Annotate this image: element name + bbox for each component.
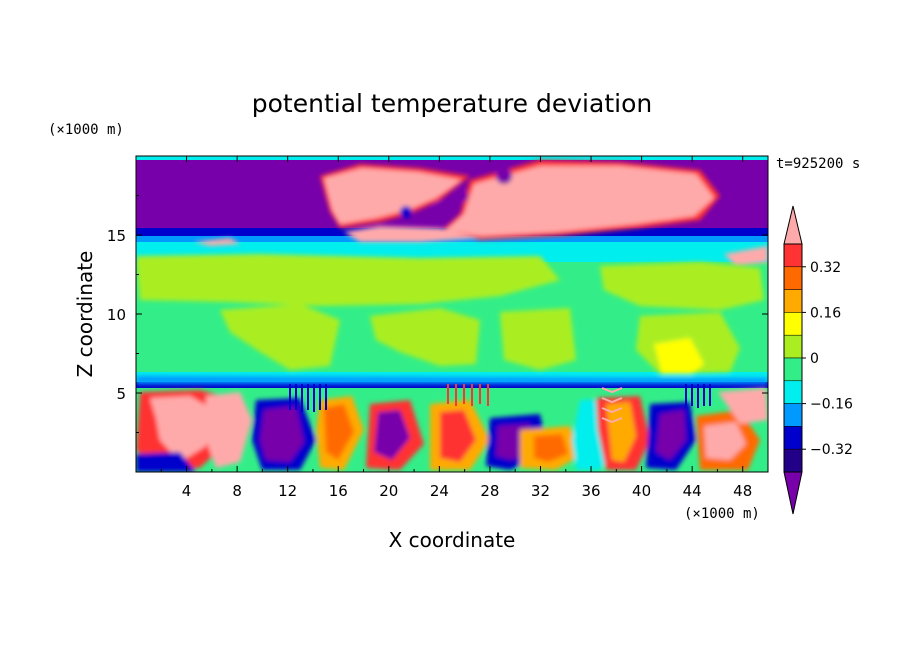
x-tick-label: 48 [733,482,752,500]
x-tick-label: 32 [531,482,550,500]
colorbar: 0.32 0.16 0 −0.16 −0.32 [783,205,853,515]
x-tick-label: 12 [278,482,297,500]
x-tick-label: 36 [581,482,600,500]
colorbar-segment [783,380,803,404]
y-tick-label: 5 [116,385,126,403]
colorbar-top-triangle [783,205,803,245]
x-tick-label: 24 [430,482,449,500]
colorbar-bottom-triangle [783,471,803,515]
x-tick-label: 28 [480,482,499,500]
y-axis-label: Z coordinate [73,251,97,378]
colorbar-label: −0.16 [810,397,853,413]
x-axis-label: X coordinate [389,528,516,552]
upper-anomaly-group [194,160,768,266]
contour-field [136,156,768,472]
x-tick-label: 44 [683,482,702,500]
x-tick-label: 20 [379,482,398,500]
colorbar-segment [783,357,803,382]
colorbar-segment [783,243,803,268]
top-edge-band [136,156,768,160]
x-ticks: 4 8 12 16 20 24 28 32 36 40 44 48 [160,156,752,500]
x-tick-label: 40 [632,482,651,500]
colorbar-segment [783,312,803,336]
time-label: t=925200 s [776,156,860,172]
colorbar-segment [783,266,803,290]
colorbar-label: 0 [810,351,819,367]
wave-texture-group [289,384,711,424]
mid-level-group [136,254,768,384]
colorbar-segment [783,426,803,450]
x-tick-label: 16 [329,482,348,500]
colorbar-segment [783,403,803,427]
x-tick-label: 8 [232,482,242,500]
colorbar-segment [783,289,803,313]
colorbar-label: −0.32 [810,442,853,458]
y-ticks: 5 10 15 [107,195,768,433]
chart-title: potential temperature deviation [252,89,652,118]
y-tick-label: 15 [107,227,126,245]
colorbar-label: 0.32 [810,260,841,276]
colorbar-segment [783,334,803,359]
x-unit-label: (×1000 m) [684,506,760,522]
colorbar-segment [783,448,803,473]
y-unit-label: (×1000 m) [48,122,124,138]
lower-dark-band [136,382,768,388]
y-tick-label: 10 [107,306,126,324]
boundary-anomaly-group [136,388,768,472]
colorbar-label: 0.16 [810,305,841,321]
x-tick-label: 4 [182,482,192,500]
